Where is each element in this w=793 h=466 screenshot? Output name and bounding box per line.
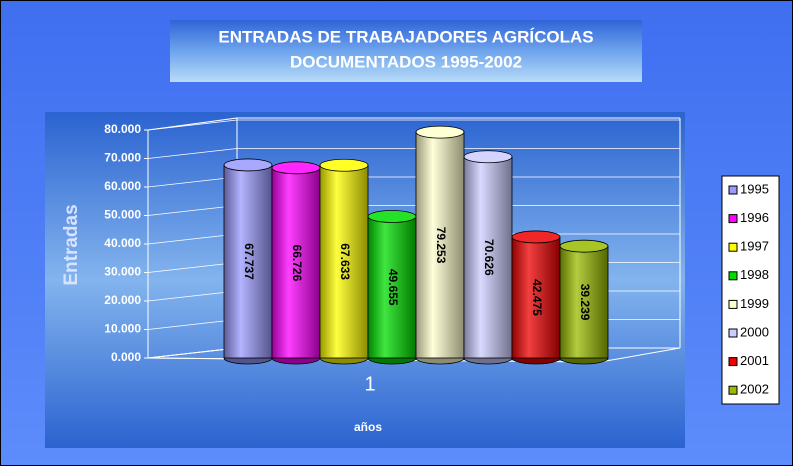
y-tick-label: 30.000 [104,265,141,279]
x-tick-label: 1 [364,373,375,395]
bar-cap [415,125,465,139]
y-tick-label: 20.000 [104,293,141,307]
data-label: 67.633 [338,243,352,280]
legend-swatch [728,242,738,252]
data-label: 42.475 [530,279,544,316]
legend-swatch [728,357,738,367]
legend-label: 1999 [740,296,769,311]
y-tick-label: 50.000 [104,208,141,222]
data-label: 67.737 [242,243,256,280]
y-tick-label: 0.000 [111,350,141,364]
bar [463,156,513,359]
legend-label: 1997 [740,239,769,254]
x-axis-label: años [354,420,382,434]
legend-label: 2002 [740,382,769,397]
legend-swatch [728,328,738,338]
grid-line [147,148,680,159]
chart-title: DOCUMENTADOS 1995-2002 [290,52,522,71]
bar [367,216,417,359]
legend-label: 2000 [740,324,769,339]
chart-title: ENTRADAS DE TRABAJADORES AGRÍCOLAS [218,27,593,46]
data-label: 39.239 [578,284,592,321]
data-label: 66.726 [290,245,304,282]
legend-label: 1998 [740,267,769,282]
bar-cap [271,161,321,175]
bar-cap [367,210,417,223]
bar [271,167,321,359]
y-tick-label: 80.000 [104,122,141,136]
bar-cap [463,150,513,164]
legend-swatch [728,271,738,281]
title-box [170,20,642,82]
y-tick-label: 10.000 [104,322,141,336]
data-label: 79.253 [434,227,448,264]
legend-label: 2001 [740,353,769,368]
y-tick-label: 40.000 [104,236,141,250]
legend-swatch [728,299,738,309]
bar-cap [559,239,609,253]
bar [559,245,609,359]
data-label: 49.655 [386,269,400,306]
grid-line [147,119,680,131]
data-label: 70.626 [482,239,496,276]
bar [511,236,561,359]
y-tick-label: 60.000 [104,179,141,193]
legend-swatch [728,214,738,224]
bar [223,164,273,359]
y-axis-label: Entradas [61,204,82,285]
legend-label: 1995 [740,181,769,196]
legend-swatch [728,385,738,395]
bar-cap [511,230,561,244]
bar-cap [319,158,369,172]
legend-swatch [728,185,738,195]
legend-label: 1996 [740,210,769,225]
y-tick-label: 70.000 [104,151,141,165]
bar-cap [223,158,273,172]
